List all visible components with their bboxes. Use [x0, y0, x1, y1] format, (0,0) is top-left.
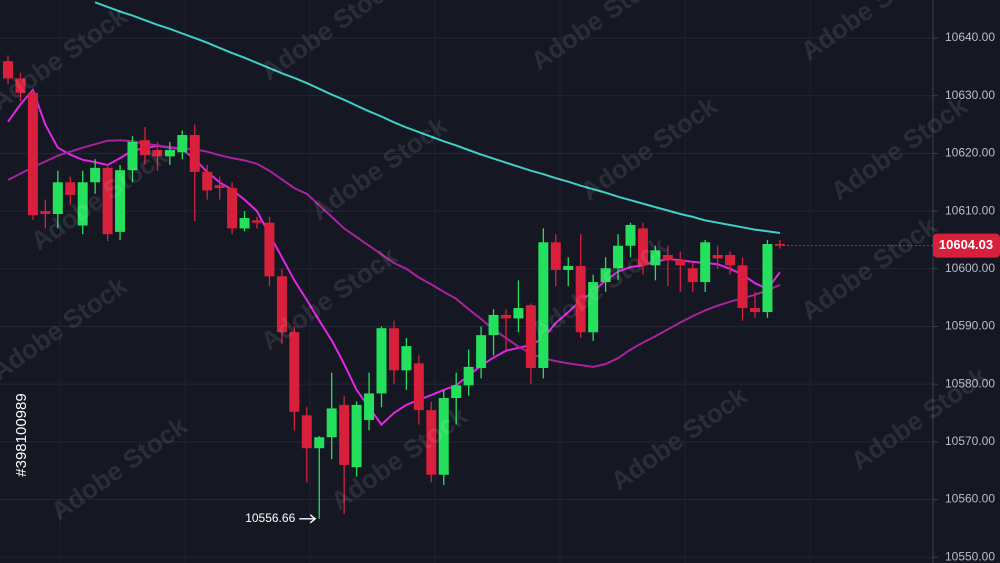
candle-body — [401, 346, 412, 371]
candles — [3, 55, 785, 519]
candle-body — [152, 149, 163, 157]
candle-body — [712, 254, 723, 259]
candle-body — [227, 188, 238, 229]
candle-body — [600, 268, 611, 283]
candle-body — [15, 78, 26, 93]
candle-body — [90, 167, 101, 183]
candle-body — [650, 250, 661, 266]
candle-body — [139, 140, 150, 156]
candle-body — [451, 385, 462, 399]
candle-body — [276, 276, 287, 333]
y-tick-label: 10590.00 — [945, 319, 995, 333]
candle-body — [202, 171, 213, 191]
candle-body — [40, 211, 51, 215]
candle-body — [700, 242, 711, 283]
candle-body — [413, 363, 424, 411]
candle-body — [77, 182, 88, 226]
candle-body — [637, 228, 648, 266]
candle-body — [687, 268, 698, 283]
candle-body — [463, 366, 474, 386]
candle-body — [339, 404, 350, 465]
candle-body — [189, 134, 200, 172]
candle-body — [326, 408, 337, 438]
candle-body — [725, 254, 736, 266]
y-tick-label: 10630.00 — [945, 88, 995, 102]
y-tick-label: 10640.00 — [945, 30, 995, 44]
price-tag — [933, 233, 1000, 258]
candle-body — [575, 265, 586, 333]
y-tick-label: 10600.00 — [945, 261, 995, 275]
candle-body — [264, 222, 275, 277]
price-tag-label: 10604.03 — [939, 237, 993, 252]
candle-body — [364, 393, 375, 420]
candle-body — [388, 328, 399, 371]
candle-body — [762, 244, 773, 313]
candle-body — [501, 314, 511, 319]
candle-body — [65, 182, 76, 195]
candle-body — [214, 185, 225, 189]
candle-body — [426, 410, 437, 475]
candle-body — [563, 265, 574, 270]
y-tick-label: 10550.00 — [945, 549, 995, 563]
y-tick-label: 10580.00 — [945, 376, 995, 390]
candle-body — [376, 328, 387, 394]
candle-body — [588, 282, 599, 333]
candle-body — [301, 415, 312, 449]
candle-body — [3, 61, 13, 79]
candle-body — [314, 437, 325, 449]
candle-body — [488, 314, 499, 336]
moving-average-line — [94, 1, 781, 234]
candle-body — [164, 149, 175, 157]
candle-body — [737, 265, 748, 309]
candle-body — [239, 218, 250, 229]
candle-body — [750, 308, 760, 313]
candle-body — [625, 224, 636, 246]
candle-body — [177, 134, 188, 153]
candle-body — [52, 182, 63, 215]
candle-body — [102, 167, 113, 235]
candle-body — [613, 245, 624, 269]
candle-body — [115, 170, 126, 232]
stock-id: #398100989 — [13, 393, 30, 476]
candle-body — [550, 242, 561, 270]
candle-body — [525, 305, 536, 369]
annotations: 10604.03 10556.66 — [245, 233, 1000, 525]
candle-body — [513, 308, 524, 319]
candle-body — [774, 244, 785, 246]
candle-body — [662, 254, 673, 261]
candle-body — [538, 242, 549, 369]
candle-body — [252, 220, 262, 223]
y-tick-label: 10560.00 — [945, 492, 995, 506]
y-tick-label: 10570.00 — [945, 434, 995, 448]
candle-body — [289, 332, 300, 412]
candle-body — [127, 141, 138, 171]
candle-body — [675, 260, 686, 266]
candle-body — [351, 404, 362, 468]
low-label: 10556.66 — [245, 511, 295, 525]
candle-body — [27, 92, 38, 216]
candle-body — [476, 335, 487, 369]
y-axis: 10550.00 10560.00 10570.00 10580.00 10590.00… — [932, 0, 995, 563]
low-arrow — [299, 514, 317, 524]
y-tick-label: 10610.00 — [945, 203, 995, 217]
candle-body — [438, 398, 449, 475]
y-tick-label: 10620.00 — [945, 146, 995, 160]
